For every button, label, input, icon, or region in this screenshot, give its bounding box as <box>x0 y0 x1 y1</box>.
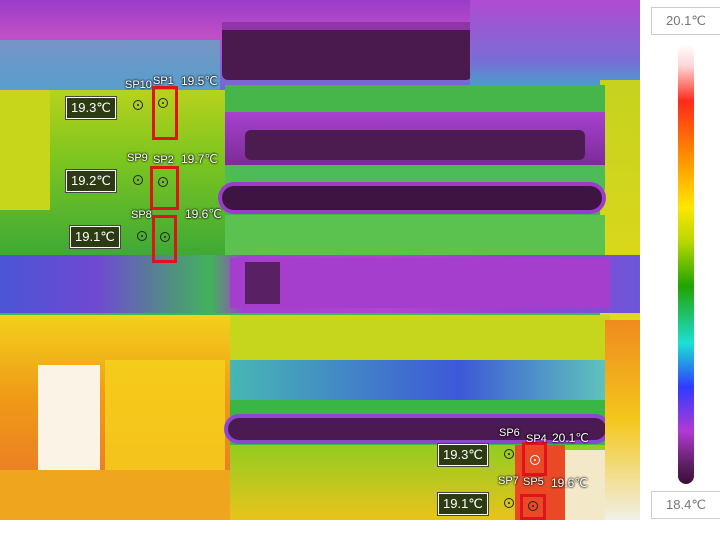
thermal-region <box>230 400 610 420</box>
thermal-region <box>565 450 605 520</box>
thermal-region <box>230 360 610 400</box>
thermal-region <box>228 418 606 440</box>
spot-label-sp6: SP6 <box>499 427 520 439</box>
spot-temp-sp6: 19.3℃ <box>438 444 488 466</box>
thermal-region <box>222 186 602 210</box>
spot-marker-sp3[interactable] <box>160 232 170 242</box>
thermal-region <box>0 40 220 95</box>
spot-label-sp4: SP4 <box>526 433 547 445</box>
highlight-box-sp1 <box>152 86 178 140</box>
highlight-box-sp5 <box>520 494 546 520</box>
spot-marker-sp7[interactable] <box>504 498 514 508</box>
thermal-region <box>245 130 585 160</box>
thermal-region <box>225 165 605 190</box>
spot-label-sp7: SP7 <box>498 475 519 487</box>
spot-temp-sp7: 19.1℃ <box>438 493 488 515</box>
spot-marker-sp2[interactable] <box>158 177 168 187</box>
thermal-region <box>222 25 472 80</box>
spot-label-sp5: SP5 <box>523 476 544 488</box>
spot-value-sp3: 19.6℃ <box>185 207 222 221</box>
highlight-box-sp3 <box>152 215 177 263</box>
spot-temp-sp10: 19.3℃ <box>66 97 116 119</box>
spot-marker-sp1[interactable] <box>158 98 168 108</box>
highlight-box-sp2 <box>150 166 179 210</box>
spot-label-sp9: SP9 <box>127 152 148 164</box>
thermal-region <box>0 470 230 520</box>
spot-marker-sp4[interactable] <box>530 455 540 465</box>
spot-value-sp1: 19.5℃ <box>181 74 218 88</box>
temperature-color-scale <box>678 44 694 484</box>
thermal-region <box>225 215 605 255</box>
thermal-image[interactable] <box>0 0 640 520</box>
spot-temp-sp9: 19.2℃ <box>66 170 116 192</box>
thermal-region <box>225 85 605 115</box>
spot-label-sp10: SP10 <box>125 79 152 91</box>
spot-marker-sp6[interactable] <box>504 449 514 459</box>
thermal-region <box>222 22 472 30</box>
spot-label-sp2: SP2 <box>153 154 174 166</box>
spot-label-sp1: SP1 <box>153 75 174 87</box>
thermal-region <box>0 90 50 210</box>
spot-temp-sp8: 19.1℃ <box>70 226 120 248</box>
spot-value-sp4: 20.1℃ <box>552 431 589 445</box>
spot-value-sp5: 19.6℃ <box>551 476 588 490</box>
thermal-region <box>230 258 610 308</box>
scale-max-label: 20.1℃ <box>651 7 720 35</box>
thermal-region <box>605 320 640 520</box>
thermal-region <box>245 262 280 304</box>
spot-marker-sp10[interactable] <box>133 100 143 110</box>
spot-marker-sp8[interactable] <box>137 231 147 241</box>
spot-marker-sp5[interactable] <box>528 501 538 511</box>
thermal-region <box>38 365 100 470</box>
scale-min-label: 18.4℃ <box>651 491 720 519</box>
thermal-region <box>230 315 610 360</box>
spot-value-sp2: 19.7℃ <box>181 152 218 166</box>
highlight-box-sp4 <box>522 442 547 476</box>
spot-label-sp8: SP8 <box>131 209 152 221</box>
spot-marker-sp9[interactable] <box>133 175 143 185</box>
